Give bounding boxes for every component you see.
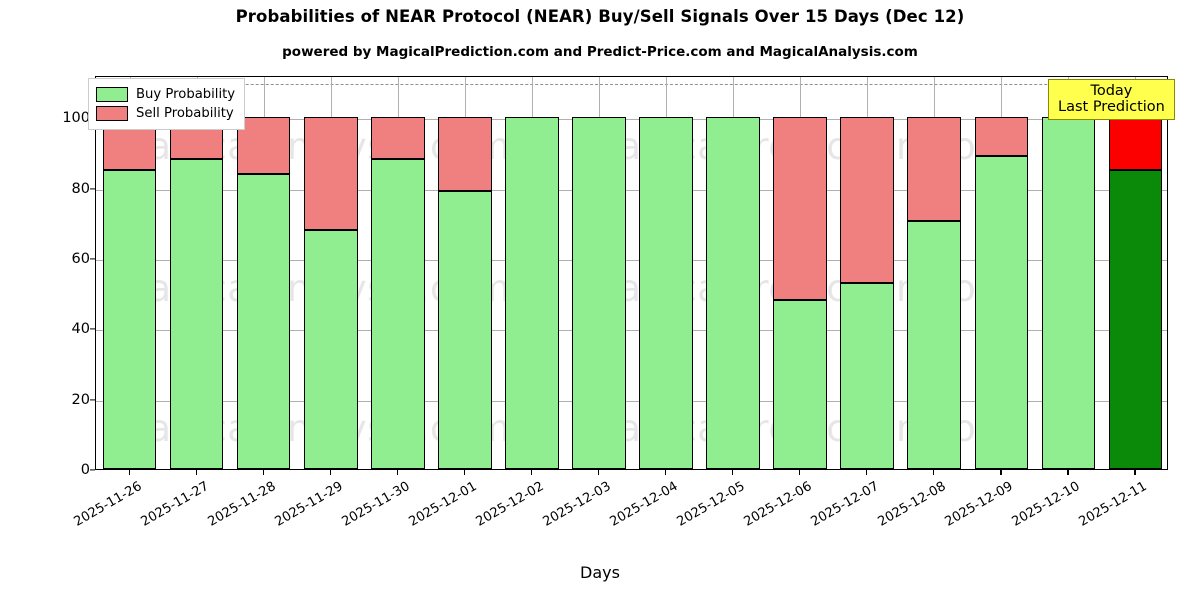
bar-segment-buy[interactable] [706, 117, 760, 469]
bar-segment-buy[interactable] [907, 221, 962, 469]
x-axis-label: Days [580, 563, 620, 582]
bar-segment-sell[interactable] [370, 117, 425, 160]
x-axis-tick-mark [396, 470, 398, 475]
bar-segment-sell[interactable] [303, 117, 358, 230]
x-axis-tick-mark [732, 470, 734, 475]
x-axis-tick-mark [1000, 470, 1002, 475]
bar-group[interactable] [438, 77, 492, 469]
y-axis-tick-label: 60 [71, 250, 90, 267]
bar-group[interactable] [974, 77, 1029, 469]
gridline-horizontal [96, 119, 1167, 121]
bar-segment-buy[interactable] [169, 159, 224, 469]
x-axis-tick-mark [665, 470, 667, 475]
bar-segment-sell[interactable] [438, 117, 492, 192]
chart-subtitle: powered by MagicalPrediction.com and Pre… [282, 44, 918, 60]
x-axis-tick-mark [463, 470, 466, 475]
bar-segment-sell[interactable] [907, 117, 962, 221]
y-axis-tick-mark [90, 187, 95, 190]
x-axis-tick-mark [597, 470, 600, 475]
bar-segment-buy[interactable] [974, 155, 1029, 469]
legend-item-sell[interactable]: Sell Probability [96, 104, 235, 123]
bar-segment-sell[interactable] [773, 117, 827, 301]
gridline-horizontal [96, 259, 1167, 261]
y-axis-tick-label: 0 [80, 462, 90, 478]
gridline-dashed-top [96, 84, 1167, 86]
bar-group[interactable] [236, 77, 291, 469]
legend-swatch-sell [96, 106, 128, 121]
bar-group[interactable] [840, 77, 895, 469]
bar-segment-sell[interactable] [840, 117, 895, 283]
plot-area: MagicalAnalysis.comMagicalPrediction.com… [95, 76, 1168, 470]
bar-group[interactable] [505, 77, 559, 469]
legend: Buy Probability Sell Probability [88, 78, 246, 130]
x-axis-tick-mark [530, 470, 533, 475]
y-axis-tick-mark [90, 258, 95, 260]
y-axis-tick-label: 40 [71, 321, 90, 338]
bar-segment-buy[interactable] [303, 229, 358, 469]
legend-label-buy: Buy Probability [136, 87, 236, 102]
bar-segment-buy[interactable] [840, 282, 895, 469]
y-axis-tick-mark [90, 469, 95, 471]
bar-group[interactable] [572, 77, 626, 469]
y-axis-tick-mark [90, 328, 95, 330]
today-annotation-line1: Today [1090, 83, 1133, 99]
gridline-horizontal [96, 189, 1167, 191]
bar-segment-buy[interactable] [370, 159, 425, 469]
bar-segment-sell[interactable] [974, 117, 1029, 156]
x-axis-tick-mark [128, 470, 130, 475]
bar-segment-buy[interactable] [505, 117, 559, 469]
x-axis-tick-mark [195, 470, 197, 475]
legend-swatch-buy [96, 87, 128, 102]
x-axis-tick-mark [1067, 470, 1069, 475]
bar-group[interactable] [303, 77, 358, 469]
today-annotation: Today Last Prediction [1048, 79, 1175, 121]
bar-segment-buy[interactable] [1108, 169, 1163, 469]
bar-segment-buy[interactable] [639, 117, 693, 469]
bar-group[interactable] [169, 77, 224, 469]
bar-segment-buy[interactable] [1041, 117, 1096, 469]
chart-title: Probabilities of NEAR Protocol (NEAR) Bu… [235, 7, 965, 26]
bar-segment-sell[interactable] [236, 117, 291, 174]
x-axis-tick-mark [933, 470, 935, 475]
bar-group[interactable] [773, 77, 827, 469]
legend-label-sell: Sell Probability [136, 106, 234, 121]
legend-item-buy[interactable]: Buy Probability [96, 85, 235, 104]
gridline-horizontal [96, 330, 1167, 332]
bar-segment-buy[interactable] [773, 300, 827, 469]
bars-layer [96, 77, 1167, 469]
bar-group[interactable] [907, 77, 962, 469]
x-axis-tick-mark [866, 470, 868, 475]
y-axis-tick-label: 20 [71, 391, 90, 408]
bar-group[interactable] [1108, 77, 1163, 469]
y-axis-tick-mark [90, 399, 95, 401]
plot-inner: MagicalAnalysis.comMagicalPrediction.com… [96, 77, 1167, 469]
x-axis-tick-mark [329, 470, 331, 475]
gridline-horizontal [96, 400, 1167, 402]
x-axis-tick-mark [799, 470, 801, 475]
bar-segment-sell[interactable] [1108, 117, 1163, 170]
bar-segment-buy[interactable] [102, 169, 157, 469]
bar-group[interactable] [706, 77, 760, 469]
x-axis-tick-mark [1134, 470, 1136, 475]
x-axis-tick-mark [262, 470, 264, 475]
y-axis-tick-label: 100 [62, 110, 90, 127]
bar-group[interactable] [639, 77, 693, 469]
today-annotation-line2: Last Prediction [1058, 99, 1165, 116]
bar-group[interactable] [102, 77, 157, 469]
bar-group[interactable] [1041, 77, 1096, 469]
bar-segment-buy[interactable] [236, 173, 291, 469]
bar-segment-buy[interactable] [438, 191, 492, 469]
y-axis-tick-label: 80 [71, 180, 90, 197]
bar-group[interactable] [370, 77, 425, 469]
bar-segment-buy[interactable] [572, 117, 626, 469]
